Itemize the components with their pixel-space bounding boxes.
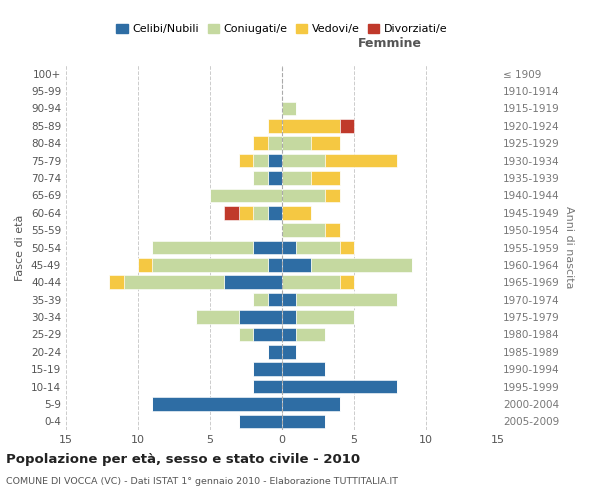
- Bar: [340, 119, 354, 132]
- Bar: [282, 380, 397, 394]
- Bar: [239, 414, 282, 428]
- Bar: [325, 188, 340, 202]
- Bar: [282, 276, 340, 289]
- Bar: [282, 293, 296, 306]
- Bar: [282, 102, 296, 115]
- Bar: [296, 328, 325, 341]
- Bar: [268, 136, 282, 150]
- Bar: [282, 171, 311, 185]
- Bar: [282, 310, 296, 324]
- Bar: [282, 414, 325, 428]
- Bar: [152, 240, 253, 254]
- Bar: [210, 188, 282, 202]
- Bar: [325, 224, 340, 237]
- Bar: [325, 154, 397, 168]
- Text: COMUNE DI VOCCA (VC) - Dati ISTAT 1° gennaio 2010 - Elaborazione TUTTITALIA.IT: COMUNE DI VOCCA (VC) - Dati ISTAT 1° gen…: [6, 478, 398, 486]
- Bar: [282, 240, 296, 254]
- Bar: [296, 310, 354, 324]
- Bar: [282, 397, 340, 410]
- Bar: [138, 258, 152, 272]
- Bar: [253, 240, 282, 254]
- Bar: [282, 206, 311, 220]
- Bar: [296, 240, 340, 254]
- Bar: [268, 206, 282, 220]
- Bar: [340, 276, 354, 289]
- Bar: [268, 119, 282, 132]
- Bar: [239, 154, 253, 168]
- Bar: [239, 328, 253, 341]
- Bar: [239, 310, 282, 324]
- Bar: [311, 136, 340, 150]
- Bar: [253, 171, 268, 185]
- Bar: [239, 206, 253, 220]
- Y-axis label: Anni di nascita: Anni di nascita: [563, 206, 574, 289]
- Bar: [282, 224, 325, 237]
- Bar: [196, 310, 239, 324]
- Bar: [253, 328, 282, 341]
- Bar: [253, 154, 268, 168]
- Bar: [311, 258, 412, 272]
- Text: Femmine: Femmine: [358, 38, 422, 51]
- Bar: [152, 397, 282, 410]
- Bar: [253, 380, 282, 394]
- Bar: [268, 154, 282, 168]
- Bar: [109, 276, 124, 289]
- Bar: [282, 345, 296, 358]
- Bar: [311, 171, 340, 185]
- Bar: [253, 293, 268, 306]
- Bar: [253, 362, 282, 376]
- Text: Popolazione per età, sesso e stato civile - 2010: Popolazione per età, sesso e stato civil…: [6, 452, 360, 466]
- Bar: [268, 293, 282, 306]
- Bar: [268, 171, 282, 185]
- Bar: [340, 240, 354, 254]
- Bar: [152, 258, 268, 272]
- Bar: [268, 345, 282, 358]
- Legend: Celibi/Nubili, Coniugati/e, Vedovi/e, Divorziati/e: Celibi/Nubili, Coniugati/e, Vedovi/e, Di…: [112, 20, 452, 39]
- Bar: [124, 276, 224, 289]
- Bar: [253, 206, 268, 220]
- Bar: [282, 362, 325, 376]
- Y-axis label: Fasce di età: Fasce di età: [16, 214, 25, 280]
- Bar: [282, 154, 325, 168]
- Bar: [253, 136, 268, 150]
- Bar: [282, 328, 296, 341]
- Bar: [224, 206, 239, 220]
- Bar: [268, 258, 282, 272]
- Bar: [282, 119, 340, 132]
- Bar: [224, 276, 282, 289]
- Bar: [282, 188, 325, 202]
- Bar: [296, 293, 397, 306]
- Bar: [282, 258, 311, 272]
- Bar: [282, 136, 311, 150]
